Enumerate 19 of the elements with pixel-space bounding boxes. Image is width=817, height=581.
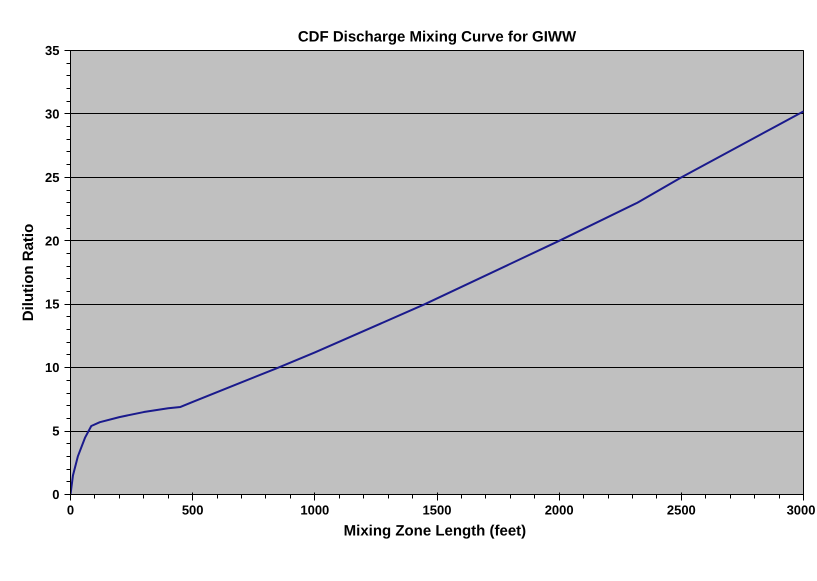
x-tick-label: 1500 bbox=[422, 502, 452, 518]
x-tick-label: 2500 bbox=[666, 502, 696, 518]
y-axis-title: Dilution Ratio bbox=[20, 224, 38, 322]
y-tick-label: 5 bbox=[52, 424, 60, 439]
line-series bbox=[70, 110, 804, 494]
x-tick-label: 0 bbox=[66, 502, 74, 518]
y-tick-label: 10 bbox=[45, 360, 60, 376]
y-tick-label: 0 bbox=[52, 487, 60, 502]
x-tick-label: 1000 bbox=[300, 502, 330, 518]
y-tick-label: 20 bbox=[45, 233, 60, 248]
chart-title: CDF Discharge Mixing Curve for GIWW bbox=[298, 28, 578, 46]
y-tick-label: 35 bbox=[45, 43, 60, 58]
x-tick-label: 2000 bbox=[544, 502, 574, 518]
x-axis-title: Mixing Zone Length (feet) bbox=[344, 522, 526, 540]
y-tick-label: 25 bbox=[45, 170, 60, 185]
y-tick-label: 15 bbox=[45, 296, 60, 312]
x-tick-label: 3000 bbox=[786, 502, 816, 518]
y-tick-label: 30 bbox=[45, 106, 60, 122]
x-tick-label: 500 bbox=[182, 502, 204, 518]
